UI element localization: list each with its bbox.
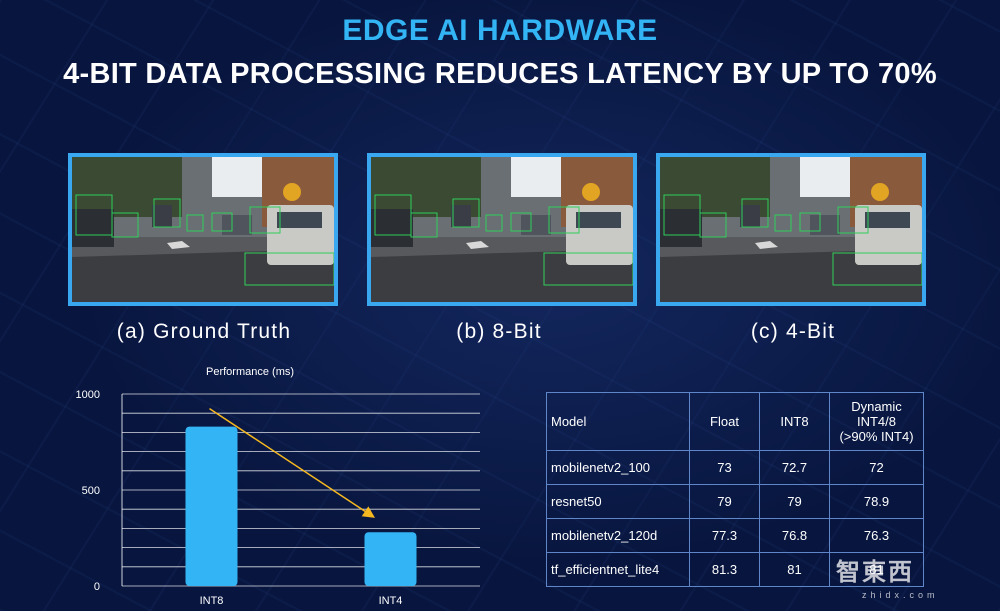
street-scene-illustration <box>72 157 334 302</box>
watermark-domain: zhidx.com <box>862 590 939 600</box>
detection-box <box>244 252 334 286</box>
suv-window <box>865 212 910 228</box>
cell-model: mobilenetv2_120d <box>546 518 690 553</box>
watermark-logo: 智東西 <box>836 559 914 586</box>
table-row: resnet50 79 79 78.9 <box>546 484 924 519</box>
car-left <box>72 209 114 247</box>
detection-box <box>548 206 580 234</box>
cell-int8: 79 <box>759 484 830 519</box>
y-tick-label: 0 <box>94 581 100 593</box>
header-dynamic-line-1: Dynamic <box>851 399 902 414</box>
ground-truth-image <box>68 153 338 306</box>
detection-box <box>410 212 438 238</box>
detection-box <box>741 198 769 228</box>
accuracy-table: Model Float INT8 Dynamic INT4/8 (>90% IN… <box>546 392 924 587</box>
car-mid <box>222 215 252 235</box>
x-tick-label: INT4 <box>379 595 403 607</box>
cell-float: 77.3 <box>689 518 760 553</box>
detection-box <box>452 198 480 228</box>
detection-box <box>485 214 503 232</box>
detection-box <box>799 212 821 232</box>
detection-box <box>832 252 922 286</box>
suv-window <box>576 212 621 228</box>
header-float: Float <box>689 392 760 451</box>
table-row: mobilenetv2_100 73 72.7 72 <box>546 450 924 485</box>
caption-ground-truth: (a) Ground Truth <box>116 320 292 343</box>
cell-float: 79 <box>689 484 760 519</box>
cell-float: 73 <box>689 450 760 485</box>
header-model: Model <box>546 392 690 451</box>
header-dynamic: Dynamic INT4/8 (>90% INT4) <box>829 392 924 451</box>
sign <box>582 183 600 201</box>
cell-int8: 72.7 <box>759 450 830 485</box>
caption-4-bit: (c) 4-Bit <box>750 320 836 343</box>
detection-box <box>510 212 532 232</box>
cell-model: mobilenetv2_100 <box>546 450 690 485</box>
car-mid <box>521 215 551 235</box>
car-left <box>660 209 702 247</box>
4-bit-image <box>656 153 926 306</box>
performance-chart: 0 500 1000 INT8 INT4 <box>76 389 480 607</box>
page-title: EDGE AI HARDWARE <box>342 14 658 47</box>
table-row: tf_efficientnet_lite4 81.3 81 81 <box>546 552 924 587</box>
cell-int8: 81 <box>759 552 830 587</box>
cell-dynamic: 81 <box>829 552 924 587</box>
truck <box>152 205 172 227</box>
chart-title: Performance (ms) <box>206 366 295 378</box>
detection-box <box>153 198 181 228</box>
y-tick-label: 500 <box>82 485 100 497</box>
detection-box <box>211 212 233 232</box>
y-tick-label: 1000 <box>76 389 100 401</box>
sign <box>283 183 301 201</box>
header-dynamic-line-3: (>90% INT4) <box>839 429 914 444</box>
cell-model: resnet50 <box>546 484 690 519</box>
truck <box>451 205 471 227</box>
bar-int4 <box>364 532 417 586</box>
cell-int8: 76.8 <box>759 518 830 553</box>
cell-dynamic: 78.9 <box>829 484 924 519</box>
8-bit-image <box>367 153 637 306</box>
truck <box>740 205 760 227</box>
bar-int8 <box>185 426 238 586</box>
detection-box <box>186 214 204 232</box>
table-row: mobilenetv2_120d 77.3 76.8 76.3 <box>546 518 924 553</box>
suv-window <box>277 212 322 228</box>
header-int8: INT8 <box>759 392 830 451</box>
detection-box <box>699 212 727 238</box>
detection-box <box>774 214 792 232</box>
car-left <box>371 209 413 247</box>
detection-box <box>249 206 281 234</box>
road-marking <box>466 241 489 249</box>
page-subtitle: 4-BIT DATA PROCESSING REDUCES LATENCY BY… <box>63 58 937 90</box>
street-scene-illustration <box>660 157 922 302</box>
detection-box <box>111 212 139 238</box>
header-dynamic-line-2: INT4/8 <box>856 414 896 429</box>
road-marking <box>167 241 190 249</box>
table-header-row: Model Float INT8 Dynamic INT4/8 (>90% IN… <box>546 392 924 451</box>
detection-box <box>543 252 633 286</box>
trend-arrow <box>209 408 376 518</box>
road-marking <box>755 241 778 249</box>
street-scene-illustration <box>371 157 633 302</box>
cell-float: 81.3 <box>689 552 760 587</box>
car-mid <box>810 215 840 235</box>
caption-8-bit: (b) 8-Bit <box>456 320 542 343</box>
cell-model: tf_efficientnet_lite4 <box>546 552 690 587</box>
sign <box>871 183 889 201</box>
detection-box <box>837 206 869 234</box>
x-tick-label: INT8 <box>200 595 224 607</box>
cell-dynamic: 72 <box>829 450 924 485</box>
cell-dynamic: 76.3 <box>829 518 924 553</box>
